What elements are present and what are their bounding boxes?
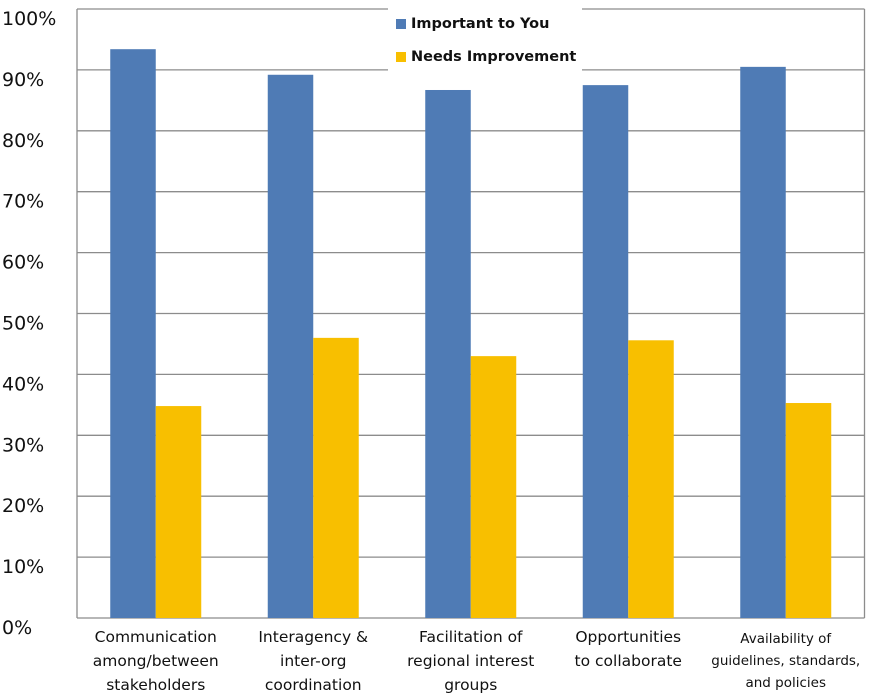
x-tick-label-line: among/between — [92, 652, 219, 670]
bar-important — [582, 85, 629, 618]
y-tick-label: 70% — [2, 191, 44, 213]
x-tick-label-line: and policies — [745, 675, 827, 691]
legend-swatch-blue — [396, 19, 406, 29]
x-tick-label-line: groups — [444, 676, 498, 694]
bar-important — [110, 49, 156, 619]
x-tick-label-line: regional interest — [407, 652, 535, 670]
bar-needs-improvement — [470, 356, 517, 618]
legend-item-needs-improvement: Needs Improvement — [396, 49, 576, 65]
x-tick-label-line: Communication — [94, 628, 217, 646]
x-tick-label: Communication among/between stakeholders — [76, 625, 236, 697]
bar-important — [740, 66, 786, 619]
y-tick-label: 20% — [2, 495, 44, 517]
x-tick-label-line: stakeholders — [106, 676, 206, 694]
y-tick-label: 0% — [2, 617, 32, 639]
x-tick-label-line: Opportunities — [575, 628, 682, 646]
x-tick-label: Availability of guidelines, standards, and… — [706, 628, 866, 694]
x-tick-label-line: coordination — [264, 676, 362, 694]
y-tick-label: 10% — [2, 556, 44, 578]
legend: Important to You Needs Improvement — [388, 4, 582, 76]
y-tick-label: 100% — [2, 8, 56, 30]
legend-label: Needs Improvement — [411, 49, 577, 65]
bar-needs-improvement — [628, 340, 674, 618]
bar-needs-improvement — [785, 403, 832, 618]
y-tick-label: 80% — [2, 130, 44, 152]
legend-label: Important to You — [411, 16, 550, 32]
x-tick-label-line: to collaborate — [574, 652, 682, 670]
y-tick-label: 40% — [2, 373, 44, 395]
y-tick-label: 30% — [2, 434, 44, 456]
y-tick-label: 50% — [2, 313, 44, 335]
y-tick-label: 90% — [2, 69, 44, 91]
bar-important — [425, 89, 471, 618]
legend-item-important: Important to You — [396, 16, 549, 32]
x-tick-label: Facilitation of regional interest groups — [391, 625, 551, 697]
legend-swatch-yellow — [396, 52, 406, 62]
x-tick-label-line: Facilitation of — [418, 628, 523, 646]
bar-needs-improvement — [155, 406, 202, 618]
y-tick-label: 60% — [2, 252, 44, 274]
x-tick-label-line: Availability of — [740, 631, 832, 647]
x-tick-label-line: inter-org — [280, 652, 347, 670]
x-tick-label-line: guidelines, standards, — [711, 653, 861, 669]
x-tick-label-line: Interagency & — [258, 628, 369, 646]
x-tick-label: Interagency & inter-org coordination — [233, 625, 393, 697]
bar-needs-improvement — [313, 337, 359, 618]
x-tick-label: Opportunities to collaborate — [548, 625, 708, 673]
bar-important — [267, 74, 314, 619]
